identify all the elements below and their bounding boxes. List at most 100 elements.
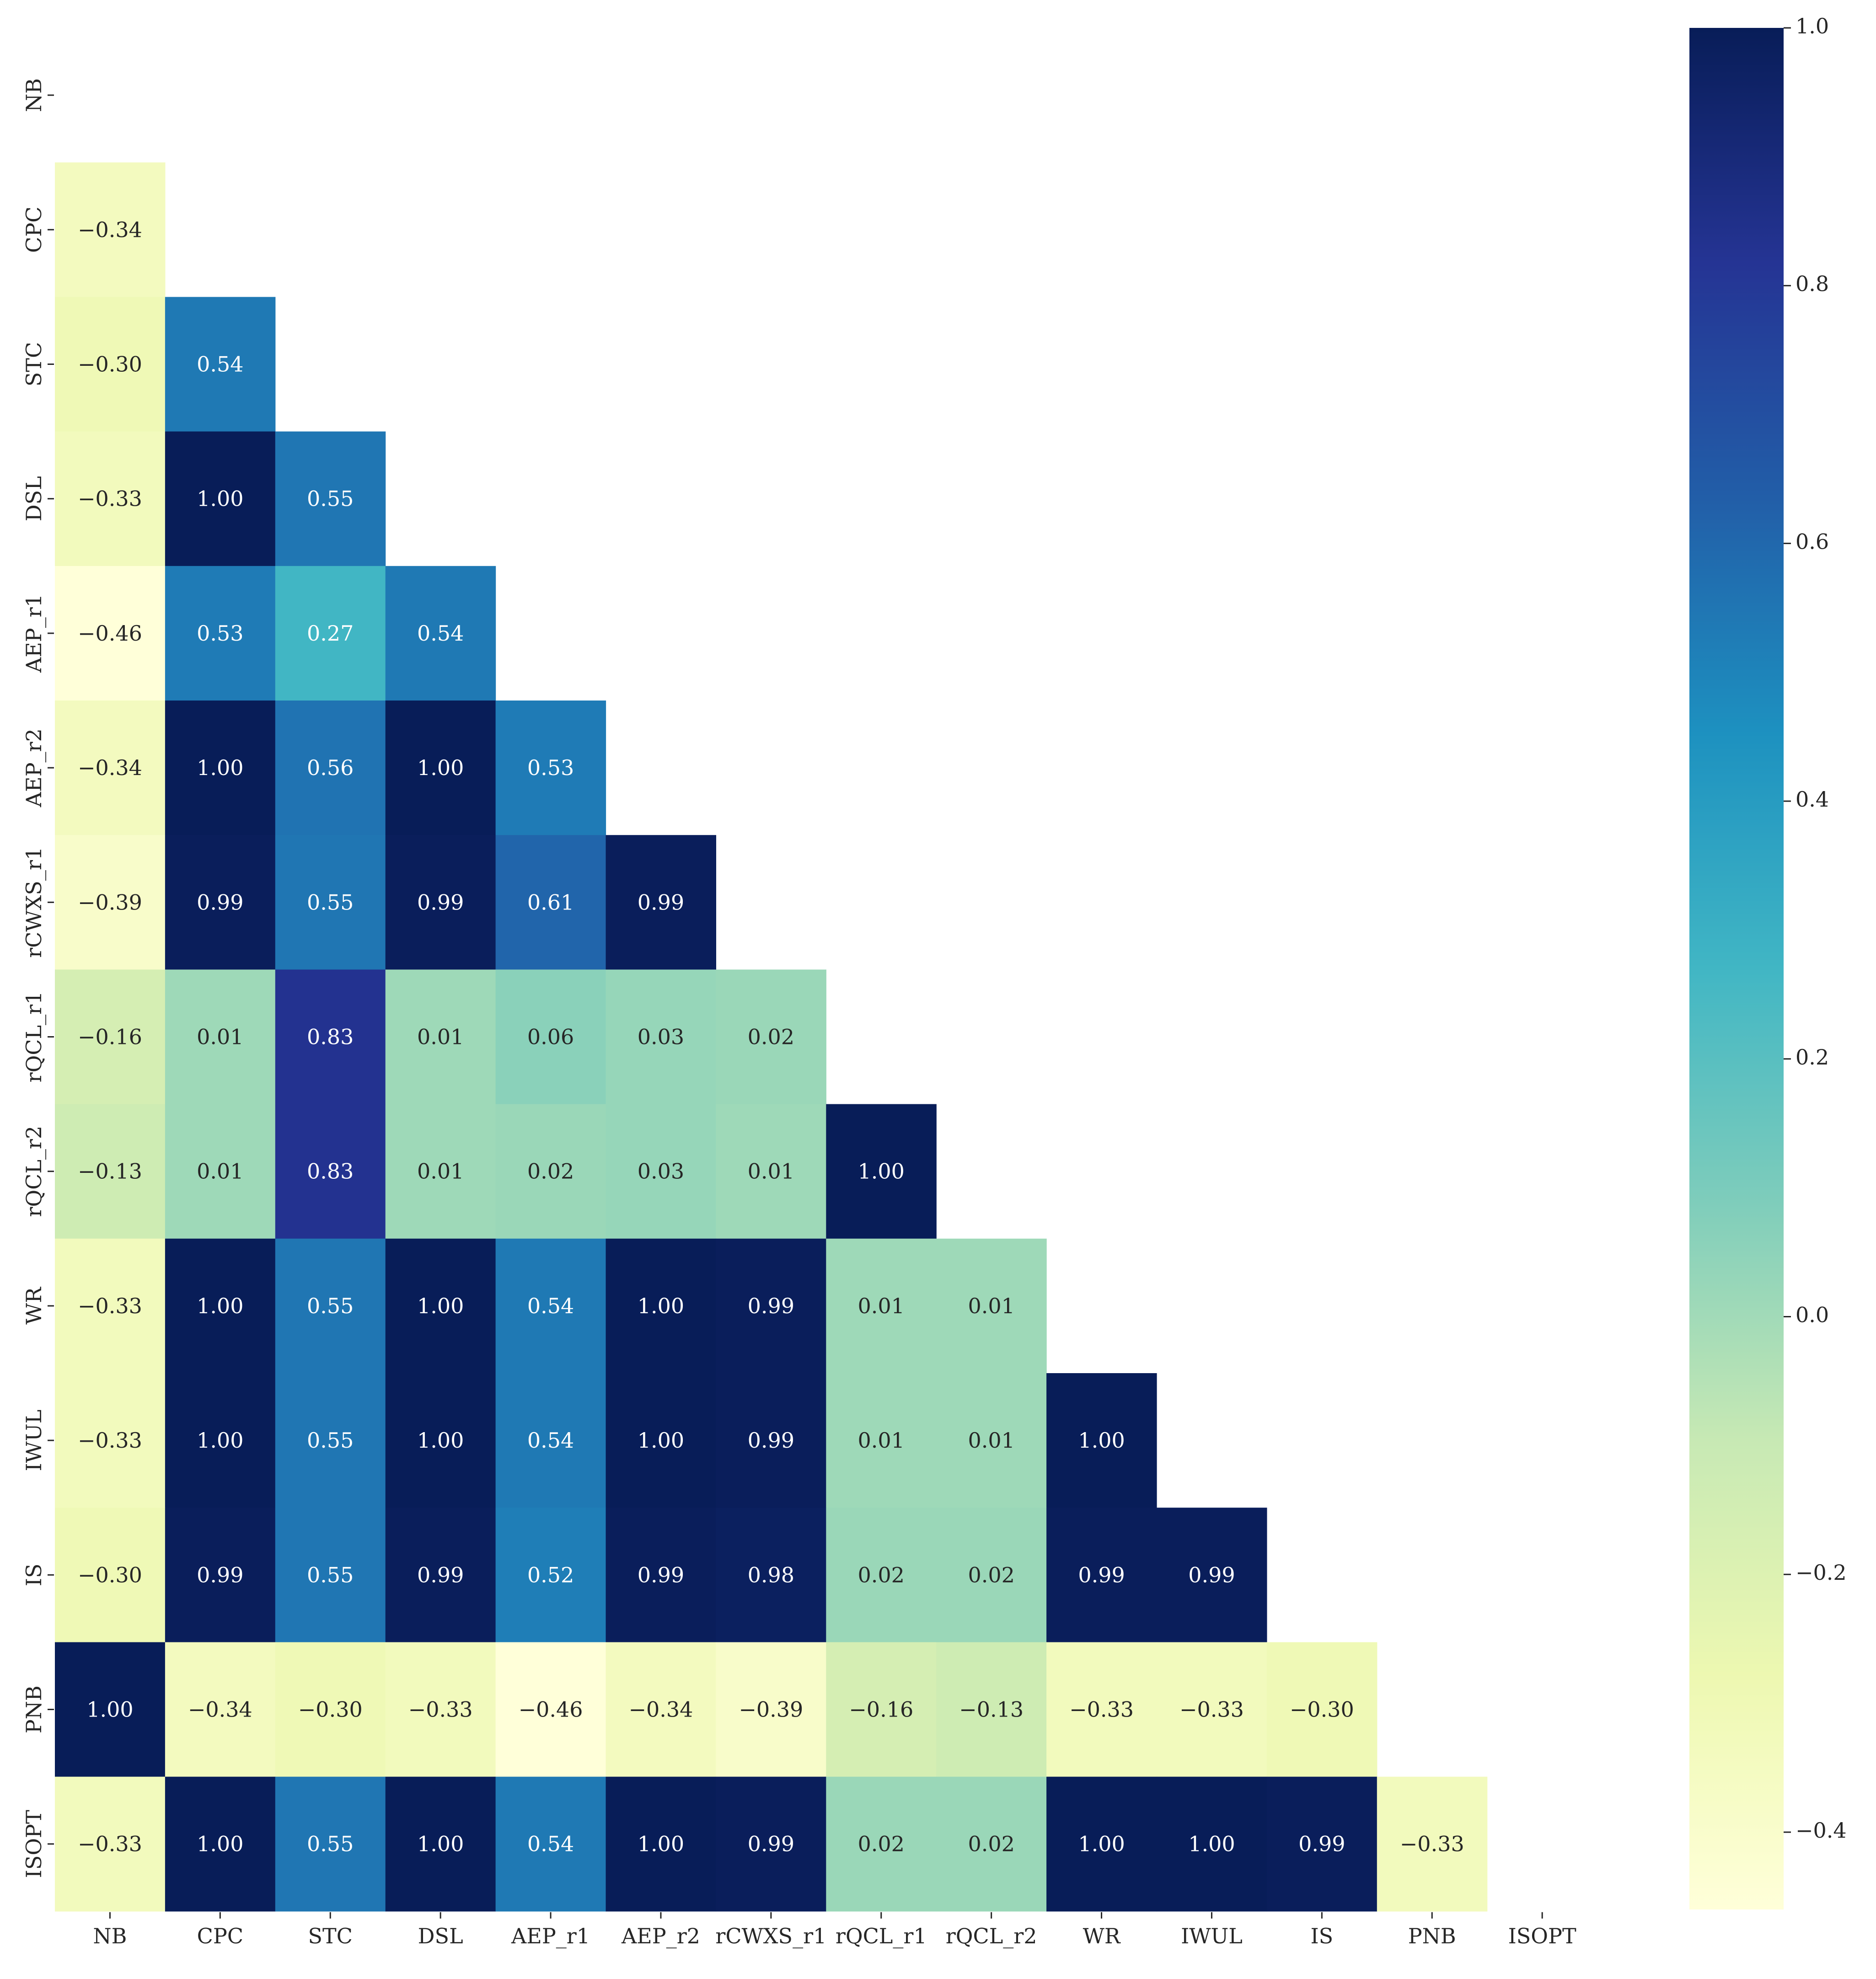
heatmap-cell-rQCL_r2-AEP_r1 (495, 1104, 606, 1239)
heatmap-cell-IWUL-rQCL_r1 (826, 1373, 937, 1508)
heatmap-cell-WR-NB (55, 1238, 166, 1374)
cell-value-label: −0.33 (78, 1294, 142, 1318)
heatmap-cell-AEP_r1-DSL (385, 566, 496, 701)
heatmap-cell-rQCL_r2-rCWXS_r1 (716, 1104, 826, 1239)
cell-value-label: 1.00 (197, 1428, 243, 1453)
x-tick-label: STC (308, 1924, 353, 1948)
cell-value-label: −0.30 (298, 1697, 363, 1722)
cell-value-label: 0.01 (417, 1025, 464, 1049)
heatmap-cell-PNB-rQCL_r2 (936, 1642, 1047, 1777)
heatmap-cell-AEP_r2-CPC (165, 701, 276, 835)
x-tick-label: rQCL_r2 (946, 1924, 1037, 1948)
heatmap-cell-rQCL_r2-AEP_r2 (606, 1104, 716, 1239)
heatmap-cell-IS-STC (275, 1508, 386, 1642)
heatmap-cell-DSL-STC (275, 431, 386, 567)
cell-value-label: −0.30 (1290, 1697, 1354, 1722)
heatmap-cell-rQCL_r2-CPC (165, 1104, 276, 1239)
cell-value-label: 0.55 (307, 1832, 354, 1856)
heatmap-cell-rQCL_r1-AEP_r1 (495, 969, 606, 1105)
heatmap-cell-WR-DSL (385, 1238, 496, 1374)
heatmap-cell-IS-rCWXS_r1 (716, 1508, 826, 1642)
cell-value-label: 1.00 (197, 1832, 243, 1856)
heatmap-cell-ISOPT-DSL (385, 1776, 496, 1912)
heatmap-cell-ISOPT-AEP_r2 (606, 1776, 716, 1912)
cell-value-label: 0.54 (527, 1294, 574, 1318)
cell-value-label: 1.00 (86, 1697, 133, 1722)
cell-value-label: −0.16 (849, 1697, 913, 1722)
cell-value-label: 1.00 (197, 755, 243, 780)
heatmap-cell-PNB-IS (1266, 1642, 1378, 1777)
heatmap-cell-ISOPT-IWUL (1157, 1776, 1267, 1912)
heatmap-cell-STC-CPC (165, 297, 276, 432)
cell-value-label: 0.02 (858, 1832, 905, 1856)
colorbar-tick-label: 0.2 (1796, 1045, 1829, 1070)
cell-value-label: 1.00 (197, 487, 243, 511)
y-tick-label: PNB (21, 1685, 46, 1733)
heatmap-cell-rQCL_r1-CPC (165, 969, 276, 1105)
heatmap-cell-AEP_r1-CPC (165, 566, 276, 701)
heatmap-cell-IWUL-rCWXS_r1 (716, 1373, 826, 1508)
cell-value-label: −0.46 (78, 621, 142, 646)
cell-value-label: 0.99 (748, 1832, 794, 1856)
colorbar-tick-label: 0.4 (1796, 787, 1829, 812)
cell-value-label: 1.00 (1078, 1832, 1125, 1856)
x-tick-label: IWUL (1181, 1924, 1243, 1948)
heatmap-cell-WR-rQCL_r2 (936, 1238, 1047, 1374)
cell-value-label: −0.34 (628, 1697, 693, 1722)
cell-value-label: −0.33 (1069, 1697, 1134, 1722)
cell-value-label: 0.55 (307, 890, 354, 915)
heatmap-cell-AEP_r2-AEP_r1 (495, 701, 606, 835)
heatmap-cell-rQCL_r1-DSL (385, 969, 496, 1105)
x-tick-label: WR (1083, 1924, 1121, 1948)
cell-value-label: −0.39 (78, 890, 142, 915)
x-tick-label: IS (1311, 1924, 1334, 1948)
cell-value-label: 1.00 (858, 1159, 905, 1184)
cell-value-label: 1.00 (638, 1428, 684, 1453)
cell-value-label: 0.01 (858, 1294, 905, 1318)
colorbar-tick-label: 0.0 (1796, 1302, 1829, 1327)
heatmap-cell-rCWXS_r1-CPC (165, 835, 276, 970)
cell-value-label: 0.99 (197, 1562, 243, 1587)
y-tick-label: rQCL_r2 (21, 1126, 46, 1217)
y-tick-label: NB (21, 78, 46, 112)
heatmap-cell-WR-rQCL_r1 (826, 1238, 937, 1374)
cell-value-label: −0.33 (78, 487, 142, 511)
heatmap-cell-ISOPT-WR (1046, 1776, 1157, 1912)
cell-value-label: −0.30 (78, 1562, 142, 1587)
heatmap-cell-IS-NB (55, 1508, 166, 1642)
heatmap-cell-IWUL-NB (55, 1373, 166, 1508)
heatmap-cell-rQCL_r2-STC (275, 1104, 386, 1239)
heatmap-cell-IWUL-AEP_r1 (495, 1373, 606, 1508)
cell-value-label: −0.13 (78, 1159, 142, 1184)
colorbar-tick-label: 0.8 (1796, 272, 1829, 296)
cell-value-label: 0.01 (417, 1159, 464, 1184)
heatmap-cell-IWUL-AEP_r2 (606, 1373, 716, 1508)
x-tick-label: NB (93, 1924, 127, 1948)
heatmap-cell-AEP_r1-NB (55, 566, 166, 701)
heatmap-cell-DSL-CPC (165, 431, 276, 567)
cell-value-label: 0.01 (968, 1428, 1014, 1453)
heatmap-cell-AEP_r2-DSL (385, 701, 496, 835)
cell-value-label: 0.99 (1298, 1832, 1345, 1856)
y-tick-label: IWUL (21, 1410, 46, 1471)
heatmap-cell-PNB-AEP_r2 (606, 1642, 716, 1777)
heatmap-cell-rQCL_r1-rCWXS_r1 (716, 969, 826, 1105)
cell-value-label: 0.55 (307, 487, 354, 511)
heatmap-cell-AEP_r2-NB (55, 701, 166, 835)
heatmap-cell-rCWXS_r1-NB (55, 835, 166, 970)
heatmap-cell-IWUL-WR (1046, 1373, 1157, 1508)
cell-value-label: 0.02 (968, 1562, 1014, 1587)
cell-value-label: 0.01 (197, 1159, 243, 1184)
cell-value-label: −0.34 (188, 1697, 252, 1722)
x-tick-label: rCWXS_r1 (715, 1924, 826, 1948)
heatmap-cell-PNB-rQCL_r1 (826, 1642, 937, 1777)
cell-value-label: −0.33 (78, 1832, 142, 1856)
cell-value-label: 0.01 (197, 1025, 243, 1049)
colorbar-tick-label: 0.6 (1796, 529, 1829, 554)
cell-value-label: −0.46 (519, 1697, 583, 1722)
cell-value-label: 0.55 (307, 1428, 354, 1453)
cell-value-label: 0.01 (858, 1428, 905, 1453)
heatmap-cell-PNB-STC (275, 1642, 386, 1777)
cell-value-label: 0.55 (307, 1562, 354, 1587)
colorbar: −0.4 −0.2 0.0 0.2 0.4 0.6 0.8 1.0 (1689, 14, 1847, 1909)
